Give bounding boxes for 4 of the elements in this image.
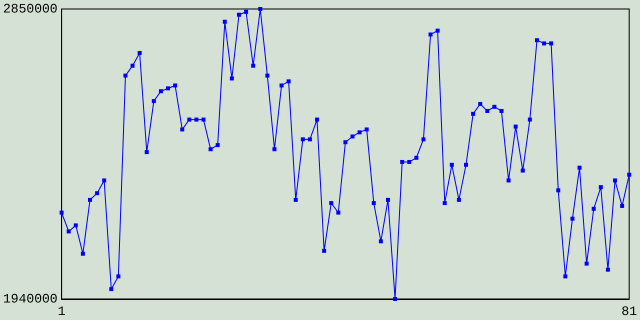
y-tick-label: 2850000 <box>3 2 58 16</box>
y-tick-label: 1940000 <box>3 292 58 306</box>
x-tick-label: 81 <box>621 304 638 319</box>
x-tick-label: 1 <box>58 304 66 319</box>
